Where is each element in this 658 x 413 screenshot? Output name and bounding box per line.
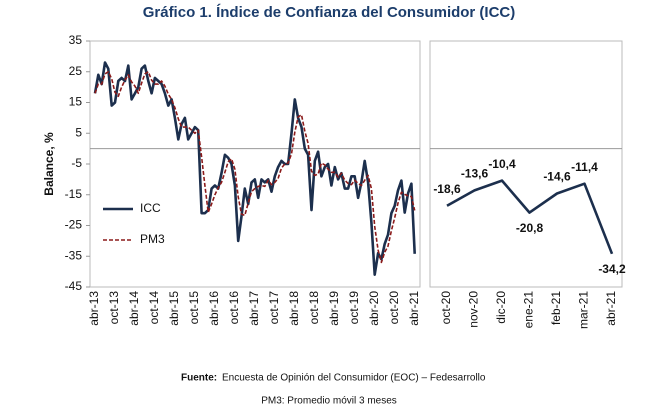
y-tick-label: 5 (75, 125, 82, 139)
x-tick-label: oct-18 (307, 291, 321, 325)
data-label: -11,4 (571, 160, 598, 174)
x-tick-label: feb-21 (549, 291, 563, 325)
x-tick-label: abr-16 (207, 291, 221, 326)
data-label: -10,4 (488, 157, 516, 171)
footer-source: Encuesta de Opinión del Consumidor (EOC)… (222, 373, 486, 384)
x-tick-label: oct-13 (107, 291, 121, 325)
y-tick-label: -25 (65, 218, 83, 232)
x-tick-label: abr-17 (247, 291, 261, 326)
legend-label: ICC (140, 201, 161, 215)
x-tick-label: abr-14 (127, 291, 141, 326)
data-label: -34,2 (598, 262, 626, 276)
icc-line (446, 179, 614, 255)
y-tick-label: -35 (65, 248, 83, 262)
x-tick-label: abr-15 (167, 291, 181, 326)
icc-line (93, 61, 416, 276)
x-tick-label: oct-15 (187, 291, 201, 325)
chart-title: Gráfico 1. Índice de Confianza del Consu… (143, 4, 516, 21)
data-label: -20,8 (516, 221, 544, 235)
x-tick-label: abr-13 (87, 291, 101, 326)
x-tick-label: abr-18 (287, 291, 301, 326)
x-tick-label: oct-20 (439, 291, 453, 325)
x-tick-label: ene-21 (522, 291, 536, 329)
x-tick-label: oct-14 (147, 291, 161, 325)
y-tick-label: -15 (65, 187, 83, 201)
footer-note: PM3: Promedio móvil 3 meses (261, 396, 397, 407)
plot-frame (429, 40, 623, 288)
y-tick-label: 15 (69, 95, 83, 109)
data-label: -13,6 (461, 167, 489, 181)
x-tick-label: mar-21 (577, 291, 591, 329)
footer-source-label: Fuente: (181, 373, 217, 384)
y-tick-label: -45 (65, 279, 83, 293)
x-tick-label: oct-20 (387, 291, 401, 325)
x-tick-label: oct-16 (227, 291, 241, 325)
x-tick-label: abr-19 (327, 291, 341, 326)
y-tick-label: 25 (69, 64, 83, 78)
x-tick-label: oct-17 (267, 291, 281, 325)
data-label: -14,6 (543, 170, 571, 184)
x-tick-label: abr-20 (367, 291, 381, 326)
y-axis-label: Balance, % (42, 132, 56, 196)
x-tick-label: nov-20 (467, 291, 481, 328)
legend-label: PM3 (140, 232, 165, 246)
y-tick-label: 35 (69, 33, 83, 47)
x-tick-label: dic-20 (494, 291, 508, 324)
x-tick-label: abr-21 (604, 291, 618, 326)
y-tick-label: -5 (71, 156, 82, 170)
x-tick-label: abr-21 (407, 291, 421, 326)
pm3-line (94, 71, 416, 264)
x-tick-label: oct-19 (347, 291, 361, 325)
data-label: -18,6 (433, 182, 461, 196)
